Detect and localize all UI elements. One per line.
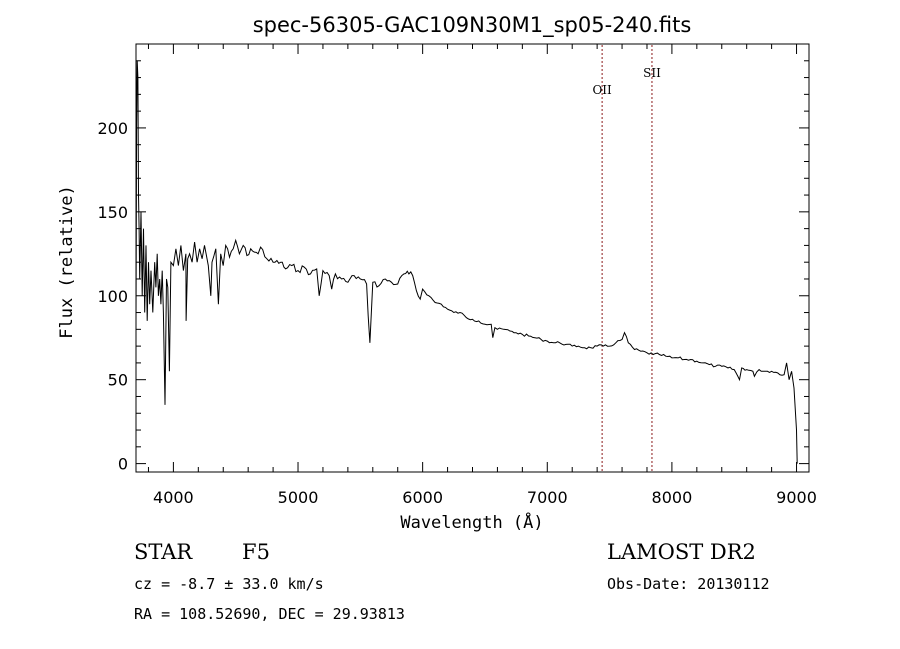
plot-frame xyxy=(135,43,810,473)
x-axis-ticks: 4000 5000 6000 7000 8000 9000 xyxy=(147,44,817,507)
obs-date-text: Obs-Date: 20130112 xyxy=(607,575,770,593)
x-tick-label: 6000 xyxy=(402,488,443,507)
y-tick-label: 150 xyxy=(97,203,128,222)
survey-label: LAMOST DR2 xyxy=(607,540,756,564)
x-tick-label: 9000 xyxy=(776,488,817,507)
emission-line-label: OII xyxy=(592,83,612,97)
y-tick-label: 200 xyxy=(97,119,128,138)
y-tick-label: 0 xyxy=(118,455,128,474)
emission-line-label: SII xyxy=(643,66,661,80)
y-axis-label: Flux (relative) xyxy=(57,185,77,339)
y-tick-label: 100 xyxy=(97,287,128,306)
x-tick-label: 4000 xyxy=(153,488,194,507)
object-class-label: STAR xyxy=(134,540,193,564)
subclass-label: F5 xyxy=(242,540,270,564)
chart-title: spec-56305-GAC109N30M1_sp05-240.fits xyxy=(253,13,692,38)
y-axis-ticks: 0 50 100 150 200 xyxy=(97,60,809,474)
emission-line-markers: OII SII xyxy=(592,45,661,471)
x-tick-label: 7000 xyxy=(527,488,568,507)
x-tick-label: 5000 xyxy=(278,488,319,507)
x-axis-label: Wavelength (Å) xyxy=(400,511,543,533)
y-tick-label: 50 xyxy=(108,371,128,390)
redshift-text: cz = -8.7 ± 33.0 km/s xyxy=(134,575,324,593)
spectrum-series-line xyxy=(135,60,798,464)
x-tick-label: 8000 xyxy=(652,488,693,507)
coordinates-text: RA = 108.52690, DEC = 29.93813 xyxy=(134,605,405,623)
